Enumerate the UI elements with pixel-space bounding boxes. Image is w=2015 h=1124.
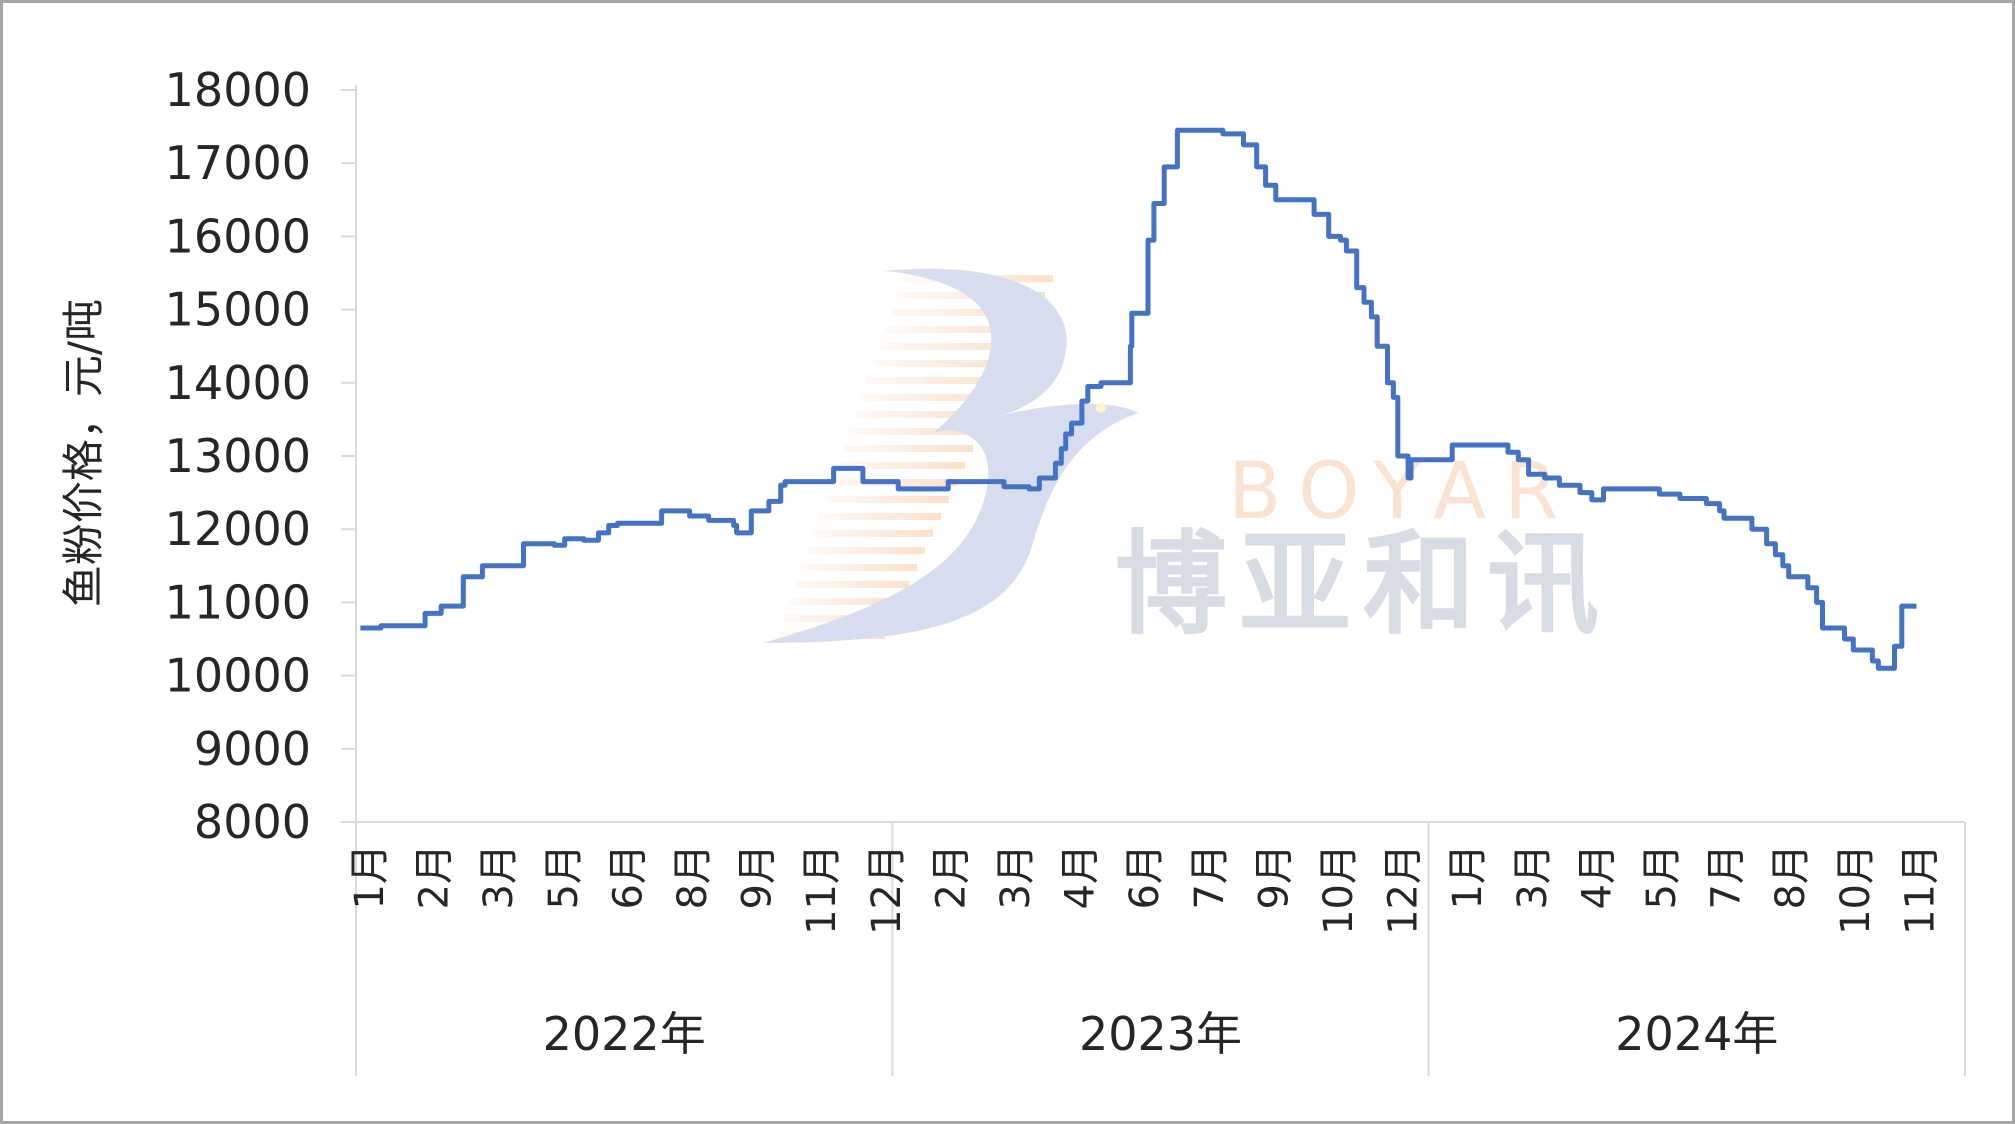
month-tick-label: 6月 [605,844,651,909]
y-tick-label: 9000 [194,722,311,776]
month-tick-label: 5月 [1639,844,1685,909]
watermark-stripe [813,530,933,537]
month-tick-label: 7月 [1187,844,1233,909]
y-tick-label: 11000 [165,575,311,629]
watermark-stripe [843,445,973,452]
month-tick-label: 12月 [864,844,910,935]
month-tick-label: 1月 [1445,844,1491,909]
watermark-stripe [801,564,917,571]
watermark-latin: BOYAR [1228,447,1576,537]
year-label: 2023年 [1079,1007,1242,1061]
watermark-stripe [879,343,1021,350]
month-tick-label: 4月 [1058,844,1104,909]
watermark-stripe [867,377,1005,384]
watermark-stripe [789,598,901,605]
watermark-b-shape [763,268,1138,643]
watermark-stripe [825,496,949,503]
watermark-chinese: 博亚和讯 [1115,520,1611,650]
watermark-stripe [819,513,941,520]
y-tick-label: 10000 [165,649,311,703]
month-tick-label: 5月 [541,844,587,909]
watermark-stripe [861,394,997,401]
month-tick-label: 11月 [799,844,845,935]
watermark-stripe [855,411,989,418]
y-tick-label: 8000 [194,795,311,849]
month-tick-label: 8月 [670,844,716,909]
watermark-stripe [885,326,1029,333]
watermark-stripe [795,581,909,588]
watermark-stripe [777,632,885,639]
line-chart: BOYAR 博亚和讯 8000 9000 10000 11000 12000 13000 1… [59,63,1966,1076]
month-tick-label: 4月 [1574,844,1620,909]
year-label: 2022年 [543,1007,706,1061]
month-tick-label: 10月 [1316,844,1362,935]
price-line [360,127,1917,671]
watermark-stripe [849,428,981,435]
month-tick-label: 9月 [735,844,781,909]
month-tick-label: 7月 [1704,844,1750,909]
watermark-stripe [873,360,1013,367]
watermark-stripe [897,292,1045,299]
y-tick-label: 12000 [165,502,311,556]
watermark-stripe [783,615,893,622]
month-tick-label: 10月 [1833,844,1879,935]
month-tick-label: 12月 [1381,844,1427,935]
watermark-stripe [807,547,925,554]
y-tick-label: 15000 [165,283,311,337]
month-tick-label: 6月 [1122,844,1168,909]
year-label: 2024年 [1615,1007,1778,1061]
watermark-stripe [891,309,1037,316]
y-axis-title: 鱼粉价格，元/吨 [59,299,108,607]
month-tick-label: 9月 [1251,844,1297,909]
month-tick-label: 1月 [347,844,393,909]
y-tick-label: 13000 [165,429,311,483]
month-tick-label: 11月 [1897,844,1943,935]
y-tick-label: 17000 [165,136,311,190]
month-tick-label: 3月 [993,844,1039,909]
watermark-logo: BOYAR 博亚和讯 [763,268,1611,650]
watermark-stripe [903,275,1053,282]
month-tick-label: 2月 [412,844,458,909]
month-tick-label: 3月 [1510,844,1556,909]
y-tick-label: 14000 [165,356,311,410]
y-tick-label: 18000 [165,63,311,117]
y-tick-label: 16000 [165,209,311,263]
month-tick-label: 2月 [928,844,974,909]
watermark-stripe [837,462,965,469]
month-tick-label: 8月 [1768,844,1814,909]
month-tick-label: 3月 [476,844,522,909]
